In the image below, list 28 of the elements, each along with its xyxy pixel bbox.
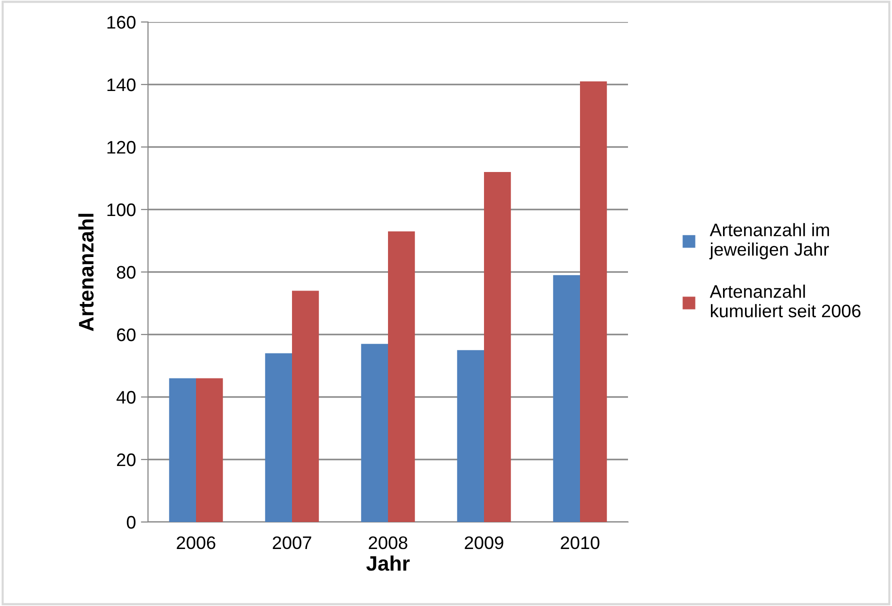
bar: [292, 290, 319, 522]
y-tick-label: 160: [107, 16, 136, 29]
bar: [196, 378, 223, 522]
y-tick-label: 120: [107, 140, 136, 154]
legend-label: Artenanzahl im jeweiligen Jahr: [709, 223, 829, 260]
y-tick-label: 40: [116, 390, 136, 404]
bar: [457, 350, 484, 522]
x-axis-title: Jahr: [366, 556, 410, 571]
y-tick-label: 60: [117, 328, 136, 342]
y-tick-label: 140: [107, 78, 136, 92]
x-tick-label: 2008: [368, 536, 408, 550]
bar: [388, 231, 415, 522]
x-tick-label: 2007: [272, 536, 312, 550]
y-axis-title: Artenanzahl: [78, 214, 94, 332]
bar: [169, 378, 196, 522]
y-tick-label: 20: [117, 453, 136, 466]
y-tick-label: 80: [116, 266, 136, 279]
bar: [553, 275, 580, 522]
y-tick-label: 100: [107, 203, 136, 216]
y-tick-label: 0: [126, 516, 136, 529]
x-tick-label: 2006: [176, 536, 216, 550]
bar: [265, 353, 292, 522]
x-tick-label: 2009: [464, 536, 504, 550]
bar: [580, 81, 607, 522]
bar: [484, 172, 511, 522]
x-tick-label: 2010: [560, 536, 600, 550]
bar: [361, 344, 388, 522]
legend-label: Artenanzahl kumuliert seit 2006: [710, 284, 860, 318]
